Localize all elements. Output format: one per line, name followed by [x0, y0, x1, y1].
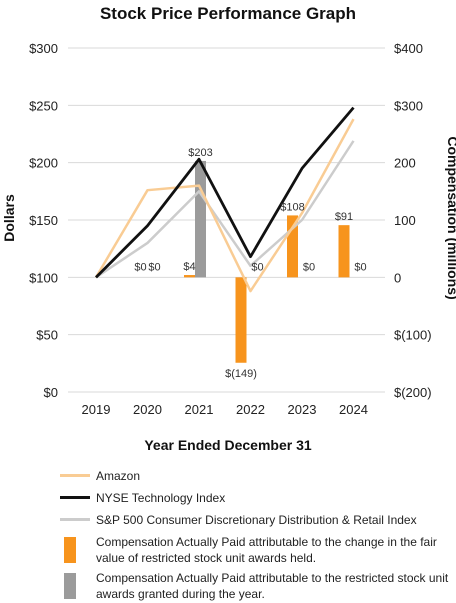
y-tick-label: $200 [29, 156, 58, 171]
x-tick-label: 2022 [236, 402, 265, 417]
y-tick-label: $150 [29, 213, 58, 228]
bar-data-label: $203 [188, 147, 212, 159]
x-tick-label: 2024 [339, 402, 368, 417]
series-line-1 [95, 106, 355, 279]
bar [195, 160, 206, 278]
bar [235, 277, 247, 363]
bar-data-label: $108 [280, 201, 304, 213]
legend-label-granted: Compensation Actually Paid attributable … [96, 571, 449, 601]
y-tick-label: $300 [29, 41, 58, 56]
y2-tick-label: $400 [394, 41, 423, 56]
series-line-2 [95, 140, 355, 279]
y2-axis-ticks: $(200) $(100) 0 100 200 $300 $400 [394, 41, 432, 400]
legend-label-amazon: Amazon [96, 469, 141, 483]
legend-swatch-sp500 [60, 518, 90, 521]
y2-tick-label: $300 [394, 98, 423, 113]
legend-label-nyse: NYSE Technology Index [96, 491, 226, 505]
legend-swatch-nyse [60, 496, 90, 499]
bar-data-label: $0 [303, 261, 315, 273]
y-axis-ticks: $0 $50 $100 $150 $200 $250 $300 [29, 41, 58, 400]
x-axis-ticks: 2019 2020 2021 2022 2023 2024 [82, 402, 368, 417]
y-tick-label: $0 [44, 385, 58, 400]
bars [184, 160, 350, 363]
y2-tick-label: 100 [394, 213, 416, 228]
x-tick-label: 2021 [185, 402, 214, 417]
chart-title: Stock Price Performance Graph [100, 4, 356, 23]
legend-swatch-granted [64, 573, 76, 599]
x-tick-label: 2023 [288, 402, 317, 417]
x-tick-label: 2020 [133, 402, 162, 417]
y2-tick-label: $(100) [394, 328, 432, 343]
bar-data-label: $0 [251, 261, 263, 273]
legend-swatch-amazon [60, 474, 90, 477]
bar-labels: $0 $4$(149)$108$91$0$203$0 $0 $0 [134, 147, 366, 380]
bar-data-label: $0 [134, 261, 146, 273]
series-lines [94, 106, 355, 293]
y-tick-label: $100 [29, 270, 58, 285]
bar-data-label: $0 [148, 261, 160, 273]
legend-swatch-fair-value [64, 537, 76, 563]
bar-data-label: $0 [354, 261, 366, 273]
bar [338, 225, 350, 278]
legend-label-sp500: S&P 500 Consumer Discretionary Distribut… [96, 513, 417, 527]
legend-label-fair-value: Compensation Actually Paid attributable … [96, 535, 437, 565]
y2-axis-title: Compensation (millions) [445, 136, 456, 299]
x-axis-title: Year Ended December 31 [144, 437, 312, 453]
y2-tick-label: $(200) [394, 385, 432, 400]
y-axis-title: Dollars [1, 194, 17, 242]
y2-tick-label: 0 [394, 270, 401, 285]
y-tick-label: $50 [36, 328, 58, 343]
y2-tick-label: 200 [394, 156, 416, 171]
bar [184, 275, 195, 278]
chart: Stock Price Performance Graph $0$50$100$… [1, 4, 456, 453]
x-tick-label: 2019 [82, 402, 111, 417]
bar [287, 215, 298, 278]
series-line-0 [94, 118, 355, 293]
bar-data-label: $(149) [225, 368, 257, 380]
gridlines [68, 47, 385, 393]
bar-data-label: $91 [335, 211, 353, 223]
bar-data-label: $4 [183, 261, 195, 273]
y-tick-label: $250 [29, 98, 58, 113]
